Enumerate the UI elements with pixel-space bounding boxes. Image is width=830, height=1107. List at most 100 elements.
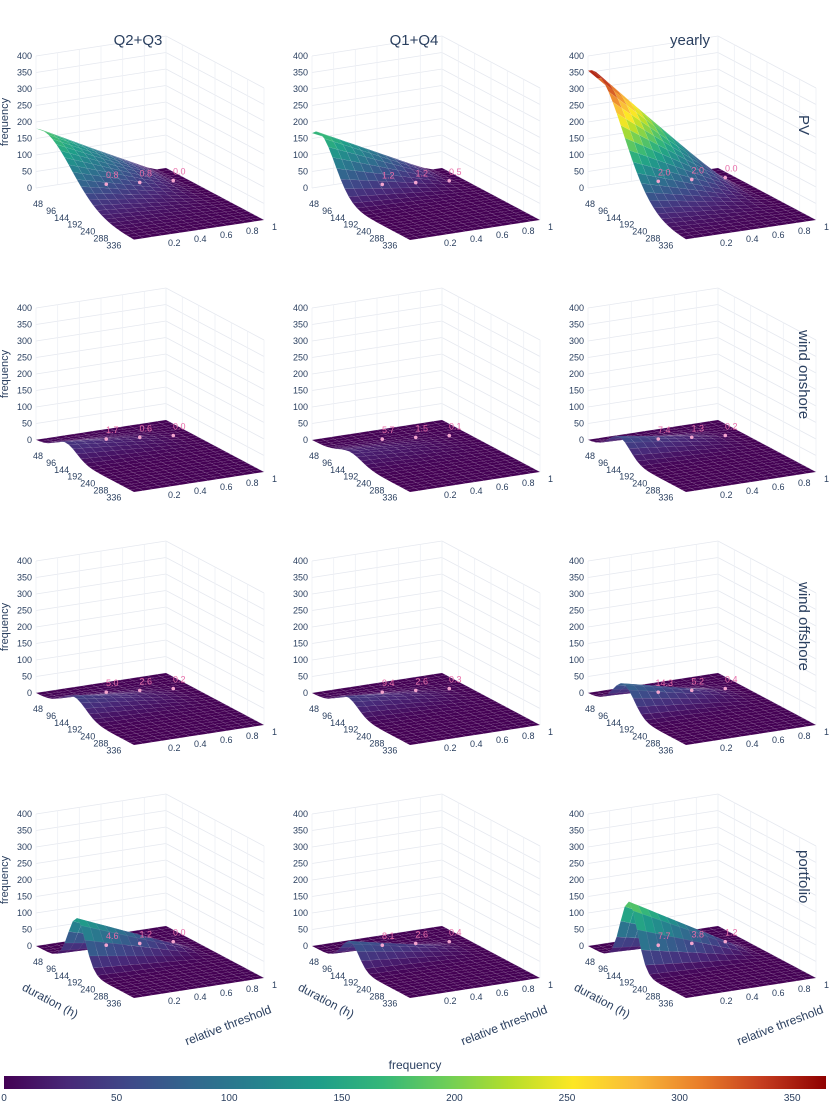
z-tick-label: 350 bbox=[569, 68, 584, 78]
x-tick-label: 336 bbox=[382, 493, 397, 503]
surface-patch bbox=[690, 233, 706, 239]
surface-patch bbox=[231, 472, 247, 477]
annotation-label: 1.2 bbox=[140, 929, 153, 939]
z-tick-label: 200 bbox=[293, 117, 308, 127]
z-tick-label: 350 bbox=[569, 826, 584, 836]
annotation-label: 2.6 bbox=[416, 929, 429, 939]
z-tick-label: 250 bbox=[293, 353, 308, 363]
x-tick-label: 240 bbox=[80, 227, 95, 237]
x-tick-label: 240 bbox=[632, 732, 647, 742]
annotation-label: 2.0 bbox=[658, 167, 671, 177]
annotation-label: 0.5 bbox=[449, 167, 462, 177]
annotation-label: 0.8 bbox=[140, 168, 153, 178]
z-axis-title: frequency bbox=[0, 349, 11, 398]
z-tick-label: 0 bbox=[579, 941, 584, 951]
annotation-label: 0.2 bbox=[725, 421, 738, 431]
z-tick-label: 50 bbox=[574, 925, 584, 935]
y-tick-label: 0.4 bbox=[746, 739, 759, 749]
z-tick-label: 250 bbox=[569, 101, 584, 111]
annotation-label: 5.0 bbox=[106, 678, 119, 688]
z-axis-title: frequency bbox=[0, 97, 11, 146]
surface-patch bbox=[774, 473, 789, 478]
annotation-marker bbox=[656, 179, 661, 184]
annotation-label: 7.7 bbox=[658, 931, 671, 941]
z-tick-label: 250 bbox=[569, 606, 584, 616]
y-tick-label: 0.6 bbox=[772, 735, 785, 745]
z-tick-label: 100 bbox=[293, 908, 308, 918]
x-tick-label: 48 bbox=[585, 704, 595, 714]
x-tick-label: 336 bbox=[658, 493, 673, 503]
z-tick-label: 100 bbox=[569, 402, 584, 412]
x-tick-label: 96 bbox=[598, 711, 608, 721]
surface-patch bbox=[755, 729, 771, 734]
x-tick-label: 288 bbox=[93, 739, 108, 749]
y-tick-label: 0.4 bbox=[470, 992, 483, 1002]
surface-patch bbox=[138, 234, 154, 239]
colorbar-tick: 0 bbox=[1, 1093, 7, 1104]
annotation-marker bbox=[137, 435, 142, 440]
z-tick-label: 400 bbox=[569, 809, 584, 819]
annotation-marker bbox=[171, 939, 176, 944]
annotation-marker bbox=[689, 688, 694, 693]
annotation-label: 3.8 bbox=[692, 929, 705, 939]
annotation-label: 14.3 bbox=[655, 678, 673, 688]
z-tick-label: 350 bbox=[569, 573, 584, 583]
z-tick-label: 50 bbox=[574, 419, 584, 429]
y-axis-title: relative threshold bbox=[735, 1002, 825, 1048]
surface-panel bbox=[35, 35, 265, 240]
x-tick-label: 144 bbox=[606, 213, 621, 223]
z-tick-label: 300 bbox=[293, 589, 308, 599]
x-tick-label: 48 bbox=[309, 451, 319, 461]
x-tick-label: 96 bbox=[598, 458, 608, 468]
surface-patch bbox=[737, 479, 752, 484]
y-tick-label: 0.2 bbox=[444, 996, 457, 1006]
surface-patch bbox=[764, 728, 780, 733]
surface-patch bbox=[157, 736, 172, 741]
x-tick-label: 336 bbox=[106, 999, 121, 1009]
surface-patch bbox=[681, 235, 696, 240]
z-tick-label: 150 bbox=[293, 639, 308, 649]
z-tick-label: 150 bbox=[17, 386, 32, 396]
z-tick-label: 300 bbox=[293, 842, 308, 852]
annotation-marker bbox=[137, 180, 142, 185]
surface-patch bbox=[746, 225, 761, 230]
annotation-label: 2.6 bbox=[140, 676, 153, 686]
z-tick-label: 400 bbox=[569, 556, 584, 566]
x-tick-label: 288 bbox=[645, 739, 660, 749]
z-tick-label: 50 bbox=[298, 925, 308, 935]
annotation-marker bbox=[723, 939, 728, 944]
z-tick-label: 50 bbox=[574, 167, 584, 177]
annotation-marker bbox=[447, 686, 452, 691]
x-tick-label: 144 bbox=[330, 718, 345, 728]
x-tick-label: 240 bbox=[632, 227, 647, 237]
surface-patch bbox=[240, 471, 256, 476]
surface-patch bbox=[755, 476, 771, 481]
x-tick-label: 192 bbox=[343, 472, 358, 482]
column-title-q1q4: Q1+Q4 bbox=[389, 32, 439, 49]
y-tick-label: 1 bbox=[824, 222, 829, 232]
x-tick-label: 48 bbox=[33, 199, 43, 209]
surface-patch bbox=[507, 220, 523, 225]
x-tick-label: 96 bbox=[46, 206, 56, 216]
z-tick-label: 200 bbox=[569, 369, 584, 379]
z-tick-label: 300 bbox=[293, 84, 308, 94]
z-tick-label: 50 bbox=[574, 672, 584, 682]
annotation-label: 9.4 bbox=[382, 678, 395, 688]
annotation-marker bbox=[689, 177, 694, 182]
z-tick-label: 150 bbox=[569, 134, 584, 144]
surface-patch bbox=[451, 734, 467, 739]
annotation-marker bbox=[413, 435, 418, 440]
x-tick-label: 48 bbox=[33, 957, 43, 967]
x-tick-label: 288 bbox=[93, 234, 108, 244]
y-tick-label: 1 bbox=[272, 980, 277, 990]
annotation-marker bbox=[171, 686, 176, 691]
x-tick-label: 144 bbox=[54, 213, 69, 223]
z-tick-label: 250 bbox=[293, 859, 308, 869]
z-tick-label: 200 bbox=[17, 117, 32, 127]
x-tick-label: 240 bbox=[80, 732, 95, 742]
y-tick-label: 0.2 bbox=[444, 238, 457, 248]
row-title-pv: PV bbox=[795, 115, 812, 136]
z-tick-label: 150 bbox=[17, 639, 32, 649]
y-tick-label: 1 bbox=[548, 474, 553, 484]
x-tick-label: 288 bbox=[369, 234, 384, 244]
